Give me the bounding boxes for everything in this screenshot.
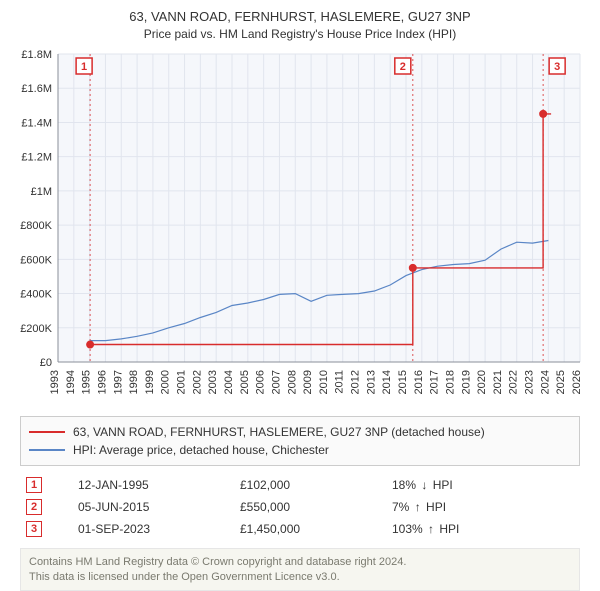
chart-titles: 63, VANN ROAD, FERNHURST, HASLEMERE, GU2… <box>10 8 590 42</box>
transaction-vs-hpi: 103% ↑ HPI <box>386 518 580 540</box>
svg-text:2016: 2016 <box>413 370 425 394</box>
svg-text:2: 2 <box>400 61 406 73</box>
transaction-price: £102,000 <box>234 474 386 496</box>
marker-box: 1 <box>26 477 42 493</box>
transaction-row: 3 01-SEP-2023£1,450,000103% ↑ HPI <box>20 518 580 540</box>
transaction-price: £550,000 <box>234 496 386 518</box>
transaction-vs-hpi: 7% ↑ HPI <box>386 496 580 518</box>
svg-text:1997: 1997 <box>112 370 124 394</box>
svg-text:3: 3 <box>554 61 560 73</box>
svg-text:1996: 1996 <box>96 370 108 394</box>
transaction-price: £1,450,000 <box>234 518 386 540</box>
svg-text:1993: 1993 <box>49 370 61 394</box>
svg-text:2015: 2015 <box>397 370 409 394</box>
svg-text:2009: 2009 <box>302 370 314 394</box>
svg-text:£600K: £600K <box>20 254 52 266</box>
svg-text:2017: 2017 <box>429 370 441 394</box>
svg-text:2010: 2010 <box>318 370 330 394</box>
svg-text:£1M: £1M <box>31 186 52 198</box>
legend-row: HPI: Average price, detached house, Chic… <box>29 441 571 459</box>
svg-text:2012: 2012 <box>350 370 362 394</box>
svg-text:2021: 2021 <box>492 370 504 394</box>
svg-text:£200K: £200K <box>20 323 52 335</box>
transaction-date: 05-JUN-2015 <box>72 496 234 518</box>
chart-svg: £0 £200K £400K £600K £800K £1M £1.2M £1.4M £1.6M… <box>10 48 590 408</box>
svg-text:£400K: £400K <box>20 288 52 300</box>
marker-box: 3 <box>26 521 42 537</box>
svg-text:2005: 2005 <box>239 370 251 394</box>
svg-text:2003: 2003 <box>207 370 219 394</box>
svg-text:2025: 2025 <box>555 370 567 394</box>
svg-text:2001: 2001 <box>176 370 188 394</box>
svg-text:1: 1 <box>81 61 87 73</box>
transaction-date: 12-JAN-1995 <box>72 474 234 496</box>
svg-text:2026: 2026 <box>571 370 583 394</box>
svg-text:2011: 2011 <box>334 370 346 394</box>
legend-label: HPI: Average price, detached house, Chic… <box>73 441 329 459</box>
svg-text:£1.2M: £1.2M <box>21 151 52 163</box>
legend-swatch <box>29 431 65 433</box>
svg-text:£1.8M: £1.8M <box>21 49 52 61</box>
arrow-up-icon: ↑ <box>413 500 423 514</box>
legend-swatch <box>29 449 65 451</box>
title-line-1: 63, VANN ROAD, FERNHURST, HASLEMERE, GU2… <box>10 8 590 26</box>
arrow-up-icon: ↑ <box>426 522 436 536</box>
svg-text:2004: 2004 <box>223 370 235 394</box>
svg-text:2007: 2007 <box>270 370 282 394</box>
svg-text:2008: 2008 <box>286 370 298 394</box>
legend-row: 63, VANN ROAD, FERNHURST, HASLEMERE, GU2… <box>29 423 571 441</box>
title-line-2: Price paid vs. HM Land Registry's House … <box>10 26 590 42</box>
svg-text:2020: 2020 <box>476 370 488 394</box>
svg-text:2013: 2013 <box>365 370 377 394</box>
svg-text:2018: 2018 <box>444 370 456 394</box>
svg-text:2014: 2014 <box>381 370 393 394</box>
svg-text:2019: 2019 <box>460 370 472 394</box>
figure-root: 63, VANN ROAD, FERNHURST, HASLEMERE, GU2… <box>0 0 600 590</box>
chart-area: £0 £200K £400K £600K £800K £1M £1.2M £1.4M £1.6M… <box>10 48 590 408</box>
svg-text:2024: 2024 <box>539 370 551 394</box>
svg-text:2006: 2006 <box>255 370 267 394</box>
footer-line-2: This data is licensed under the Open Gov… <box>29 570 571 585</box>
transaction-row: 1 12-JAN-1995£102,00018% ↓ HPI <box>20 474 580 496</box>
svg-text:1999: 1999 <box>144 370 156 394</box>
legend-label: 63, VANN ROAD, FERNHURST, HASLEMERE, GU2… <box>73 423 485 441</box>
legend-box: 63, VANN ROAD, FERNHURST, HASLEMERE, GU2… <box>20 416 580 466</box>
attribution-footer: Contains HM Land Registry data © Crown c… <box>20 548 580 591</box>
svg-text:2000: 2000 <box>160 370 172 394</box>
transaction-vs-hpi: 18% ↓ HPI <box>386 474 580 496</box>
svg-text:2002: 2002 <box>191 370 203 394</box>
svg-text:£1.4M: £1.4M <box>21 117 52 129</box>
svg-text:£0: £0 <box>40 357 52 369</box>
svg-text:1998: 1998 <box>128 370 140 394</box>
svg-text:2023: 2023 <box>524 370 536 394</box>
footer-line-1: Contains HM Land Registry data © Crown c… <box>29 555 571 570</box>
svg-text:£1.6M: £1.6M <box>21 83 52 95</box>
svg-text:£800K: £800K <box>20 220 52 232</box>
svg-text:1995: 1995 <box>81 370 93 394</box>
transaction-row: 2 05-JUN-2015£550,0007% ↑ HPI <box>20 496 580 518</box>
transaction-date: 01-SEP-2023 <box>72 518 234 540</box>
arrow-down-icon: ↓ <box>419 478 429 492</box>
marker-box: 2 <box>26 499 42 515</box>
transactions-table: 1 12-JAN-1995£102,00018% ↓ HPI 2 05-JUN-201… <box>20 474 580 540</box>
svg-text:1994: 1994 <box>65 370 77 394</box>
svg-text:2022: 2022 <box>508 370 520 394</box>
